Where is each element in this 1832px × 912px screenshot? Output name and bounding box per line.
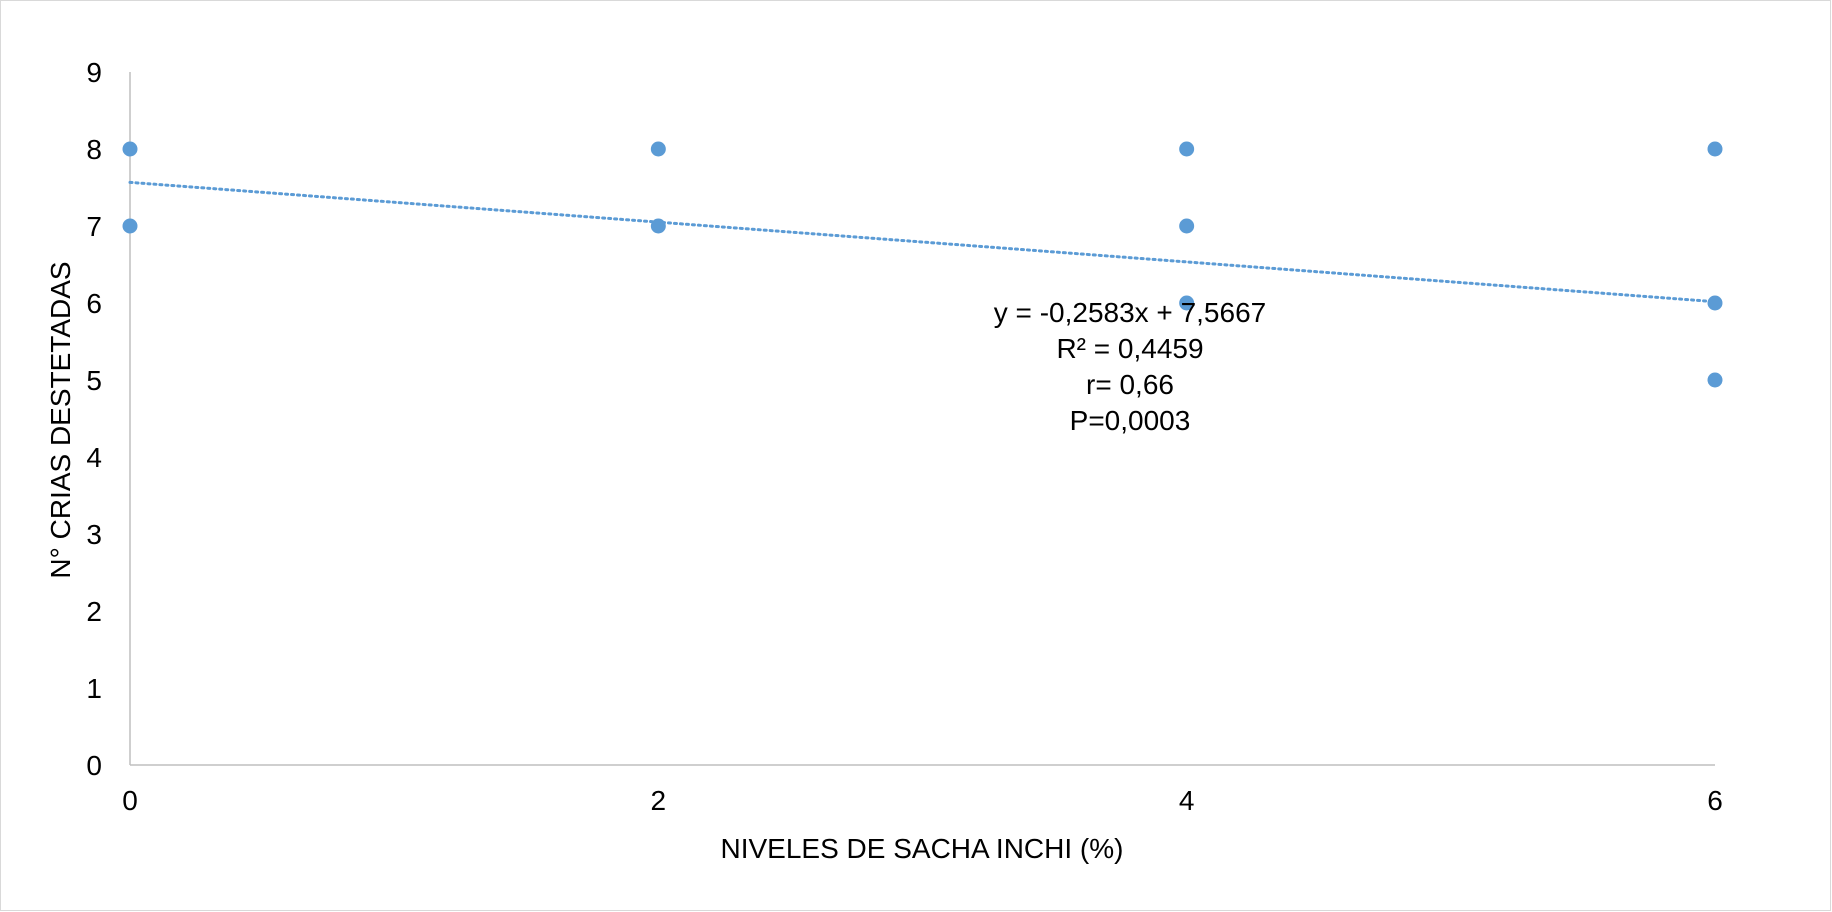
axes xyxy=(129,72,1715,766)
y-tick-label: 1 xyxy=(86,673,102,704)
r-annotation: r= 0,66 xyxy=(1086,369,1174,400)
y-tick-label: 5 xyxy=(86,365,102,396)
data-point xyxy=(1707,295,1723,311)
data-point xyxy=(1707,141,1723,157)
y-tick-label: 6 xyxy=(86,288,102,319)
data-point xyxy=(1179,141,1195,157)
data-point xyxy=(1707,372,1723,388)
data-point xyxy=(1179,295,1195,311)
y-tick-label: 9 xyxy=(86,57,102,88)
y-tick-label: 0 xyxy=(86,750,102,781)
trendline-group xyxy=(128,180,1717,304)
data-point xyxy=(1179,218,1195,234)
y-tick-label: 3 xyxy=(86,519,102,550)
x-axis-title: NIVELES DE SACHA INCHI (%) xyxy=(721,833,1124,864)
x-tick-labels: 0 2 4 6 xyxy=(122,785,1723,816)
x-tick-label: 6 xyxy=(1707,785,1723,816)
data-point xyxy=(122,218,138,234)
data-point xyxy=(122,141,138,157)
y-axis-title: N° CRIAS DESTETADAS xyxy=(45,261,76,578)
y-tick-label: 2 xyxy=(86,596,102,627)
y-tick-label: 7 xyxy=(86,211,102,242)
x-tick-label: 0 xyxy=(122,785,138,816)
x-tick-label: 2 xyxy=(651,785,667,816)
y-tick-labels: 0 1 2 3 4 5 6 7 8 9 xyxy=(86,57,102,781)
trendline xyxy=(128,180,1717,304)
data-point xyxy=(650,218,666,234)
x-tick-label: 4 xyxy=(1179,785,1195,816)
data-points xyxy=(122,141,1723,388)
p-value-annotation: P=0,0003 xyxy=(1070,405,1191,436)
equation-annotation: y = -0,2583x + 7,5667 xyxy=(994,297,1266,328)
y-tick-label: 4 xyxy=(86,442,102,473)
data-point xyxy=(650,141,666,157)
y-tick-label: 8 xyxy=(86,134,102,165)
r-squared-annotation: R² = 0,4459 xyxy=(1056,333,1203,364)
